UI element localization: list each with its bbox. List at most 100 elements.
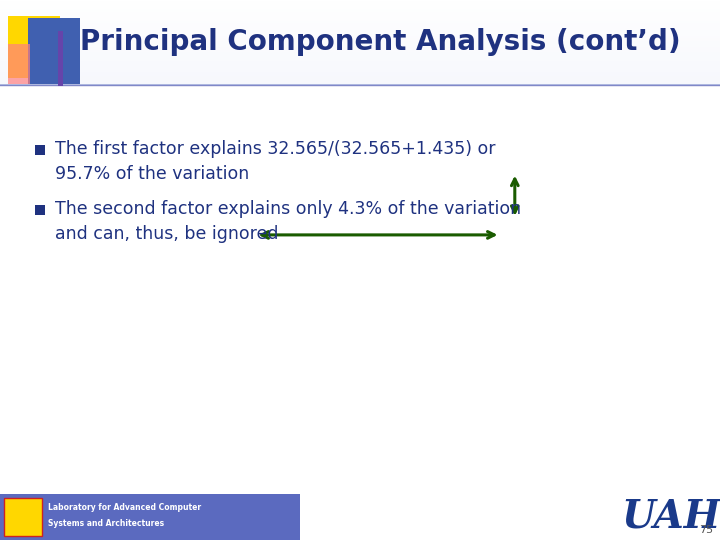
Bar — [0, 24, 720, 25]
Bar — [0, 52, 720, 53]
Bar — [0, 11, 720, 12]
Bar — [0, 64, 720, 65]
Bar — [0, 494, 300, 540]
Bar — [0, 14, 720, 15]
Bar — [0, 1, 720, 2]
Text: UAH: UAH — [622, 497, 720, 535]
Text: Principal Component Analysis (cont’d): Principal Component Analysis (cont’d) — [80, 28, 680, 56]
Bar — [0, 31, 720, 32]
Bar — [0, 9, 720, 10]
Bar — [0, 37, 720, 38]
Bar — [0, 59, 720, 60]
Bar — [0, 60, 720, 61]
Bar — [0, 16, 720, 17]
Bar — [0, 63, 720, 64]
Bar — [0, 74, 720, 75]
Bar — [0, 45, 720, 46]
Bar — [0, 75, 720, 76]
Bar — [0, 29, 720, 30]
Bar — [58, 31, 63, 86]
Bar — [0, 71, 720, 72]
Bar — [0, 48, 720, 49]
Bar — [0, 66, 720, 67]
Text: 75: 75 — [699, 525, 713, 535]
Bar — [0, 77, 720, 78]
Bar — [0, 0, 720, 1]
Bar — [0, 2, 720, 3]
Bar — [0, 32, 720, 33]
Bar — [0, 55, 720, 56]
Bar — [0, 65, 720, 66]
Bar — [0, 7, 720, 8]
Bar — [0, 41, 720, 42]
Bar — [0, 82, 720, 83]
Bar — [0, 49, 720, 50]
Bar — [0, 12, 720, 13]
Bar — [0, 15, 720, 16]
Text: The second factor explains only 4.3% of the variation
and can, thus, be ignored: The second factor explains only 4.3% of … — [55, 200, 521, 243]
Bar — [28, 18, 80, 84]
Bar — [0, 72, 720, 73]
Bar — [0, 53, 720, 54]
Bar — [0, 40, 720, 41]
Bar — [0, 13, 720, 14]
Bar — [0, 61, 720, 62]
Bar — [0, 23, 720, 24]
Bar — [0, 19, 720, 20]
Bar — [0, 44, 720, 45]
Bar — [0, 84, 720, 85]
Bar — [0, 81, 720, 82]
Bar — [0, 76, 720, 77]
Text: The first factor explains 32.565/(32.565+1.435) or
95.7% of the variation: The first factor explains 32.565/(32.565… — [55, 140, 495, 183]
Bar — [0, 78, 720, 79]
Bar — [0, 39, 720, 40]
Text: Laboratory for Advanced Computer: Laboratory for Advanced Computer — [48, 503, 201, 512]
Bar — [0, 57, 720, 58]
Bar — [0, 51, 720, 52]
Bar — [0, 42, 720, 43]
Bar — [0, 18, 720, 19]
Bar — [0, 4, 720, 5]
Bar — [0, 35, 720, 36]
Bar — [0, 47, 720, 48]
Bar — [0, 20, 720, 21]
Bar — [0, 25, 720, 26]
Bar — [0, 10, 720, 11]
Bar — [0, 27, 720, 28]
Bar — [0, 17, 720, 18]
Bar — [0, 3, 720, 4]
Bar — [8, 44, 30, 84]
Bar — [0, 28, 720, 29]
Bar — [0, 33, 720, 34]
Bar — [8, 16, 60, 78]
Bar — [0, 46, 720, 47]
Bar — [35, 205, 45, 215]
Bar — [0, 58, 720, 59]
Bar — [0, 69, 720, 70]
Text: Systems and Architectures: Systems and Architectures — [48, 519, 164, 529]
Bar — [0, 80, 720, 81]
Bar — [0, 73, 720, 74]
Bar — [0, 79, 720, 80]
Bar — [0, 36, 720, 37]
Bar — [0, 54, 720, 55]
Bar — [0, 62, 720, 63]
Bar — [0, 56, 720, 57]
Bar — [0, 67, 720, 68]
Bar — [0, 38, 720, 39]
Bar — [0, 34, 720, 35]
Bar — [0, 83, 720, 84]
Bar — [0, 21, 720, 22]
Bar — [0, 68, 720, 69]
Bar — [0, 70, 720, 71]
Bar — [0, 26, 720, 27]
Bar — [4, 498, 42, 536]
Bar — [0, 50, 720, 51]
Bar — [0, 8, 720, 9]
Bar — [0, 5, 720, 6]
Bar — [0, 30, 720, 31]
Bar — [0, 6, 720, 7]
Bar — [0, 22, 720, 23]
Bar — [0, 43, 720, 44]
Bar — [35, 145, 45, 155]
